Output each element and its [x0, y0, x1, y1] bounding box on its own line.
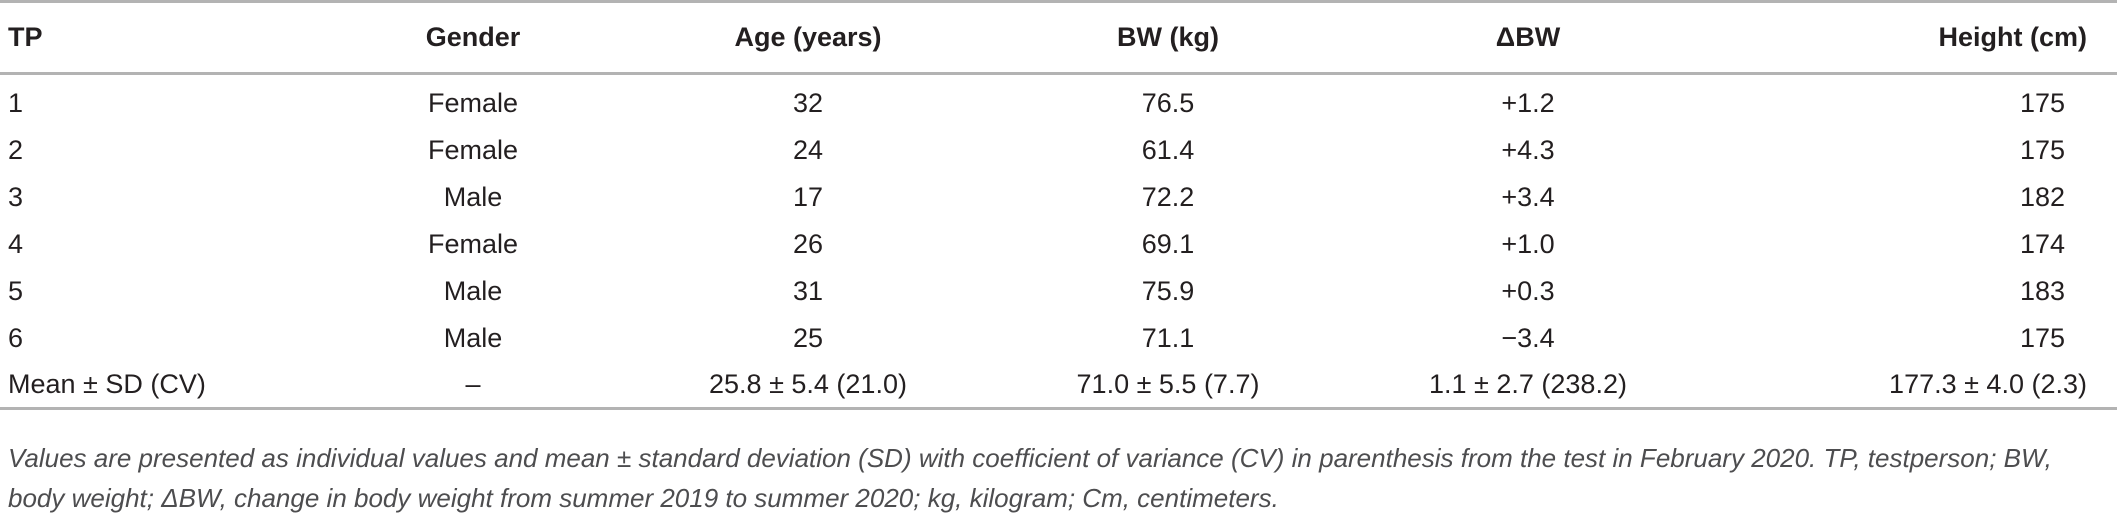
header-gender: Gender [318, 0, 628, 75]
participant-characteristics-table: TP Gender Age (years) BW (kg) ΔBW Height… [0, 0, 2117, 410]
cell-gender: Male [443, 275, 503, 306]
cell-age: 31 [792, 275, 824, 306]
cell-gender: Female [427, 88, 519, 119]
cell-age: 17 [792, 181, 824, 212]
cell-height: 175 [2019, 88, 2065, 119]
cell-age: 24 [792, 134, 824, 165]
cell-height: 174 [2019, 228, 2065, 259]
cell-delta-bw: +4.3 [1501, 134, 1555, 165]
cell-gender: Male [443, 181, 503, 212]
cell-delta-bw: +1.0 [1501, 228, 1555, 259]
header-height: Height (cm) [1708, 0, 2117, 75]
cell-tp: 2 [8, 134, 24, 165]
cell-gender: Female [427, 228, 519, 259]
cell-delta-bw: +3.4 [1501, 181, 1555, 212]
table-row: 5 Male 31 75.9 +0.3 183 [0, 268, 2117, 315]
cell-age: 25 [792, 322, 824, 353]
cell-tp: 6 [8, 322, 24, 353]
summary-row: Mean ± SD (CV) – 25.8 ± 5.4 (21.0) 71.0 … [0, 361, 2117, 410]
header-row: TP Gender Age (years) BW (kg) ΔBW Height… [0, 0, 2117, 75]
cell-height: 175 [2019, 322, 2065, 353]
header-delta-bw: ΔBW [1348, 0, 1708, 75]
summary-label: Mean ± SD (CV) [0, 361, 318, 410]
cell-bw: 76.5 [1141, 88, 1195, 119]
header-tp: TP [0, 0, 318, 75]
cell-gender: Male [443, 322, 503, 353]
table-row: 3 Male 17 72.2 +3.4 182 [0, 174, 2117, 221]
cell-tp: 5 [8, 275, 24, 306]
table-row: 2 Female 24 61.4 +4.3 175 [0, 127, 2117, 174]
cell-bw: 69.1 [1141, 228, 1195, 259]
cell-delta-bw: −3.4 [1501, 322, 1555, 353]
cell-bw: 72.2 [1141, 181, 1195, 212]
summary-delta-bw: 1.1 ± 2.7 (238.2) [1348, 361, 1708, 410]
cell-height: 175 [2019, 134, 2065, 165]
cell-age: 26 [792, 228, 824, 259]
cell-gender: Female [427, 134, 519, 165]
cell-bw: 71.1 [1141, 322, 1195, 353]
cell-bw: 61.4 [1141, 134, 1195, 165]
cell-height: 182 [2019, 181, 2065, 212]
cell-delta-bw: +1.2 [1501, 88, 1555, 119]
cell-bw: 75.9 [1141, 275, 1195, 306]
header-bw: BW (kg) [988, 0, 1348, 75]
cell-delta-bw: +0.3 [1501, 275, 1555, 306]
summary-age: 25.8 ± 5.4 (21.0) [628, 361, 988, 410]
cell-tp: 3 [8, 181, 24, 212]
summary-bw: 71.0 ± 5.5 (7.7) [988, 361, 1348, 410]
cell-tp: 1 [8, 88, 24, 119]
table-row: 6 Male 25 71.1 −3.4 175 [0, 315, 2117, 362]
table-row: 1 Female 32 76.5 +1.2 175 [0, 74, 2117, 127]
table-row: 4 Female 26 69.1 +1.0 174 [0, 221, 2117, 268]
header-age: Age (years) [628, 0, 988, 75]
cell-age: 32 [792, 88, 824, 119]
summary-gender: – [318, 361, 628, 410]
summary-height: 177.3 ± 4.0 (2.3) [1708, 361, 2117, 410]
cell-tp: 4 [8, 228, 24, 259]
table-footnote: Values are presented as individual value… [8, 443, 2052, 513]
cell-height: 183 [2019, 275, 2065, 306]
